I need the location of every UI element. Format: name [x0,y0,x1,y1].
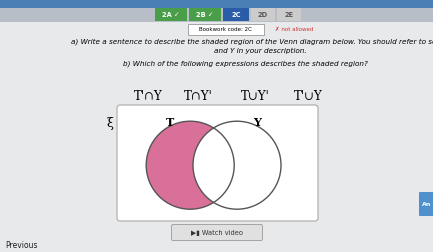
FancyBboxPatch shape [189,8,221,21]
FancyBboxPatch shape [419,192,433,216]
FancyBboxPatch shape [171,225,262,240]
Text: 2D: 2D [258,12,268,18]
Text: T'∩Y: T'∩Y [134,90,162,104]
FancyBboxPatch shape [277,8,301,21]
FancyBboxPatch shape [251,8,275,21]
Text: b) Which of the following expressions describes the shaded region?: b) Which of the following expressions de… [123,61,368,67]
Text: Bookwork code: 2C: Bookwork code: 2C [199,27,252,32]
FancyBboxPatch shape [0,0,433,9]
Text: 2E: 2E [284,12,294,18]
Circle shape [193,121,281,209]
FancyBboxPatch shape [117,105,318,221]
Text: Previous: Previous [6,241,38,250]
Text: ✗ not allowed: ✗ not allowed [275,27,313,32]
FancyBboxPatch shape [223,8,249,21]
FancyBboxPatch shape [187,23,264,35]
Text: ξ: ξ [107,117,113,130]
FancyBboxPatch shape [0,8,433,252]
Text: 2B ✓: 2B ✓ [196,12,214,18]
Text: T∪Y': T∪Y' [241,90,269,104]
Text: a) Write a sentence to describe the shaded region of the Venn diagram below. You: a) Write a sentence to describe the shad… [71,39,433,45]
Text: and Y in your description.: and Y in your description. [214,48,306,54]
FancyBboxPatch shape [0,8,433,22]
Text: T∩Y': T∩Y' [184,90,212,104]
Text: Y: Y [253,117,261,128]
Text: T: T [166,117,174,128]
Text: T'∪Y: T'∪Y [294,90,323,104]
Text: An: An [422,202,431,206]
Circle shape [146,121,234,209]
Text: 2A ✓: 2A ✓ [162,12,180,18]
FancyBboxPatch shape [155,8,187,21]
Text: ▶▮ Watch video: ▶▮ Watch video [191,230,243,236]
Text: 2C: 2C [231,12,241,18]
